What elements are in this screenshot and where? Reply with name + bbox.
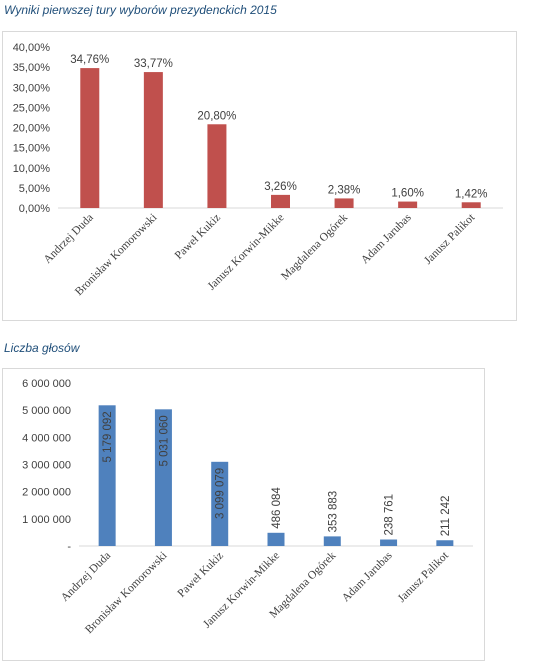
chart1-y-tick: 20,00% — [13, 123, 51, 135]
chart2-category-label: Janusz Palikot — [396, 549, 452, 605]
chart2-category-label: Adam Jarubas — [340, 549, 395, 604]
chart1-bar — [143, 72, 163, 208]
chart2-bar — [154, 409, 172, 546]
chart1-data-label: 20,80% — [197, 110, 236, 122]
chart1-data-label: 3,26% — [264, 181, 297, 193]
chart2-y-tick: 5 000 000 — [22, 405, 71, 417]
chart1-svg: 0,00% 5,00% 10,00% 15,00% 20,00% 25,00% 30,00%… — [13, 42, 503, 298]
chart1-bar — [398, 201, 418, 208]
chart1-y-tick: 25,00% — [13, 102, 51, 114]
chart2-y-tick: - — [67, 541, 71, 553]
chart1-bar — [334, 198, 354, 208]
chart2-y-tick: 1 000 000 — [22, 514, 71, 526]
chart1-bar — [207, 124, 227, 208]
chart1-area: 0,00% 5,00% 10,00% 15,00% 20,00% 25,00% 30,00%… — [2, 31, 517, 321]
chart1-bar — [271, 194, 290, 208]
chart1-y-tick: 35,00% — [13, 62, 51, 74]
chart1-y-tick: 30,00% — [13, 82, 51, 94]
chart2-bar — [323, 536, 341, 546]
chart2-data-label: 3 099 079 — [215, 468, 227, 519]
chart2-svg: - 1 000 000 2 000 000 3 000 000 4 000 000 5 0… — [22, 378, 473, 636]
chart2-bar — [98, 405, 116, 546]
chart2-data-label: 486 084 — [271, 487, 283, 529]
chart2-data-label: 353 883 — [327, 491, 339, 533]
chart2-y-tick: 3 000 000 — [22, 460, 71, 472]
chart2-bar — [436, 540, 454, 546]
chart2-y-tick: 6 000 000 — [22, 378, 71, 390]
chart2-area: - 1 000 000 2 000 000 3 000 000 4 000 000 5 0… — [2, 368, 485, 661]
chart2-data-label: 5 031 060 — [158, 415, 170, 466]
chart1-bar — [461, 202, 481, 208]
chart1-data-label: 34,76% — [70, 54, 109, 66]
chart1-data-label: 1,60% — [391, 188, 424, 200]
chart2-bar — [267, 532, 285, 546]
chart1-y-tick: 0,00% — [19, 203, 50, 215]
chart2-data-label: 211 242 — [440, 496, 452, 537]
chart1-bar — [80, 68, 100, 208]
chart2-bar — [380, 539, 398, 546]
chart2-category-label: Andrzej Duda — [59, 550, 113, 604]
chart1-category-label: Janusz Palikot — [422, 211, 478, 267]
chart1-data-label: 2,38% — [328, 184, 361, 196]
chart1-y-tick: 15,00% — [13, 143, 51, 155]
chart1-title: Wyniki pierwszej tury wyborów prezydenck… — [4, 3, 277, 17]
chart1-category-label: Paweł Kukiz — [173, 212, 223, 262]
chart2-data-label: 5 179 092 — [102, 411, 114, 462]
chart2-title: Liczba głosów — [4, 341, 80, 355]
chart1-category-label: Andrzej Duda — [42, 212, 96, 266]
chart2-y-tick: 2 000 000 — [22, 487, 71, 499]
chart2-data-label: 238 761 — [384, 494, 396, 536]
chart1-y-tick: 10,00% — [13, 163, 51, 175]
chart1-data-label: 1,42% — [455, 188, 488, 200]
chart1-category-label: Adam Jarubas — [359, 211, 414, 266]
chart2-bar — [211, 461, 229, 546]
chart1-category-label: Magdalena Ogórek — [279, 211, 350, 282]
chart2-category-label: Paweł Kukiz — [176, 550, 226, 600]
chart1-y-tick: 40,00% — [13, 42, 51, 54]
chart1-data-label: 33,77% — [134, 58, 173, 70]
chart1-y-tick: 5,00% — [19, 183, 50, 195]
chart2-y-tick: 4 000 000 — [22, 432, 71, 444]
